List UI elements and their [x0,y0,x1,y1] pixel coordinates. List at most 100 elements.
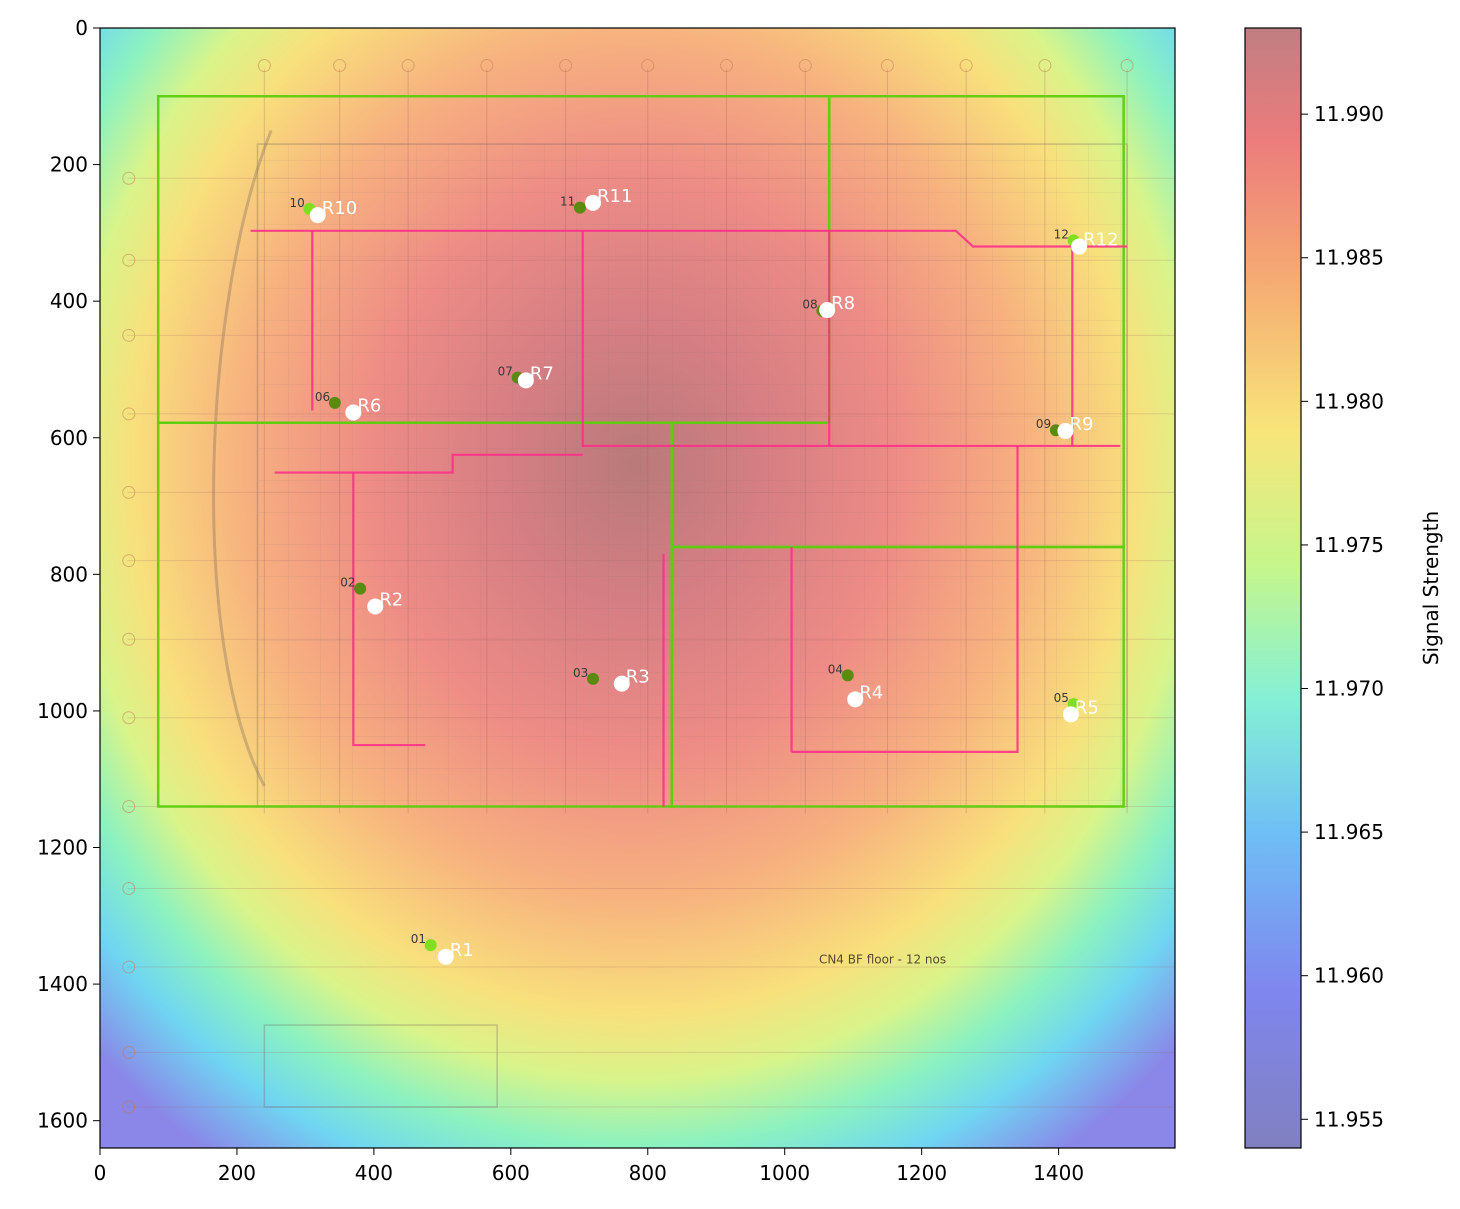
access-point-marker [573,201,586,214]
route-lines [250,229,1128,807]
colorbar-tick-label: 11.955 [1314,1107,1384,1131]
row-marker [122,711,136,725]
row-marker [122,632,136,646]
access-point-label: 07 [498,365,513,379]
access-point-label: 06 [315,390,330,404]
y-tick-label: 1600 [37,1109,88,1133]
receiver-marker [517,372,534,389]
receiver-label: R1 [450,940,474,961]
access-point-label: 03 [573,666,588,680]
y-tick-label: 1200 [37,836,88,860]
route-line [581,230,1121,448]
receiver-marker [1057,422,1074,439]
access-point-label: 08 [802,298,817,312]
receiver-marker [613,675,630,692]
access-point-marker [328,396,341,409]
y-axis: 0 200 400 600 800 1000 1200 1400 1600 [37,16,100,1133]
access-point-label: 01 [411,932,426,946]
floor-plan-background [122,59,1175,1114]
access-point-label: 02 [340,576,355,590]
colorbar-tick-label: 11.985 [1314,246,1384,270]
x-tick-label: 1200 [896,1161,947,1185]
row-marker [122,881,136,895]
receiver-marker [847,691,864,708]
receiver-label: R5 [1075,697,1099,718]
access-point-label: 09 [1036,417,1051,431]
receiver-marker [367,598,384,615]
column-marker [798,59,812,73]
plot-frame [99,27,1176,1149]
receiver-label: R3 [626,667,650,688]
receiver-label: R8 [831,293,855,314]
column-marker [401,59,415,73]
receiver-label: R7 [530,363,554,384]
access-point-marker [354,582,367,595]
row-marker [122,1100,136,1114]
access-point-marker [424,939,437,952]
access-point-label: 04 [828,662,843,676]
receiver-marker [584,194,601,211]
receiver-label: R10 [322,198,357,219]
column-marker [257,59,271,73]
floor-plan-annex [263,1024,498,1108]
y-tick-label: 1000 [37,699,88,723]
column-marker [1120,59,1134,73]
x-tick-label: 1400 [1033,1161,1084,1185]
y-tick-label: 400 [50,289,88,313]
receiver-label: R12 [1083,230,1118,251]
receiver-marker [819,302,836,319]
column-marker [641,59,655,73]
receiver-label: R11 [597,186,632,207]
receiver-marker [309,207,326,224]
column-marker [959,59,973,73]
route-line [791,445,1019,754]
x-tick-label: 400 [355,1161,393,1185]
colorbar: 11.955 11.960 11.965 11.970 11.975 11.980 11.9… [1244,27,1443,1149]
row-marker [122,253,136,267]
y-tick-label: 800 [50,562,88,586]
x-axis: 0 200 400 600 800 1000 1200 1400 [94,1148,1084,1185]
row-marker [122,485,136,499]
receiver-marker [1071,238,1088,255]
colorbar-tick-label: 11.965 [1314,820,1384,844]
colorbar-tick-label: 11.980 [1314,389,1384,413]
column-marker [480,59,494,73]
receiver-marker [345,404,362,421]
colorbar-label: Signal Strength [1419,511,1443,665]
access-point-label: 10 [290,196,305,210]
row-marker [122,407,136,421]
x-tick-label: 600 [492,1161,530,1185]
x-tick-label: 1000 [759,1161,810,1185]
column-marker [559,59,573,73]
x-tick-label: 800 [629,1161,667,1185]
column-marker [720,59,734,73]
column-marker [333,59,347,73]
receiver-label: R4 [859,682,883,703]
zone-outline [670,545,1125,808]
x-tick-label: 200 [218,1161,256,1185]
floor-plan-caption: CN4 BF floor - 12 nos [819,953,946,967]
x-tick-label: 0 [94,1161,107,1185]
colorbar-ticks: 11.955 11.960 11.965 11.970 11.975 11.980 11.9… [1301,102,1384,1131]
floor-plan-ramp [212,129,273,787]
route-line [274,453,583,474]
y-tick-label: 200 [50,153,88,177]
access-point-marker [841,669,854,682]
access-point-label: 12 [1054,227,1069,241]
row-marker [122,960,136,974]
row-marker [122,328,136,342]
row-marker [122,554,136,568]
colorbar-gradient [1244,27,1302,1149]
column-marker [1038,59,1052,73]
colorbar-tick-label: 11.990 [1314,102,1384,126]
floor-plan-grid [257,144,1128,807]
colorbar-tick-label: 11.975 [1314,533,1384,557]
row-marker [122,800,136,814]
colorbar-tick-label: 11.970 [1314,677,1384,701]
receiver-marker [437,948,454,965]
access-point-label: 11 [560,195,575,209]
receivers: R1 R2 R3 R4 R5 R6 R7 R8 R9 R10 R11 R12 [309,186,1119,965]
access-point-marker [586,672,599,685]
